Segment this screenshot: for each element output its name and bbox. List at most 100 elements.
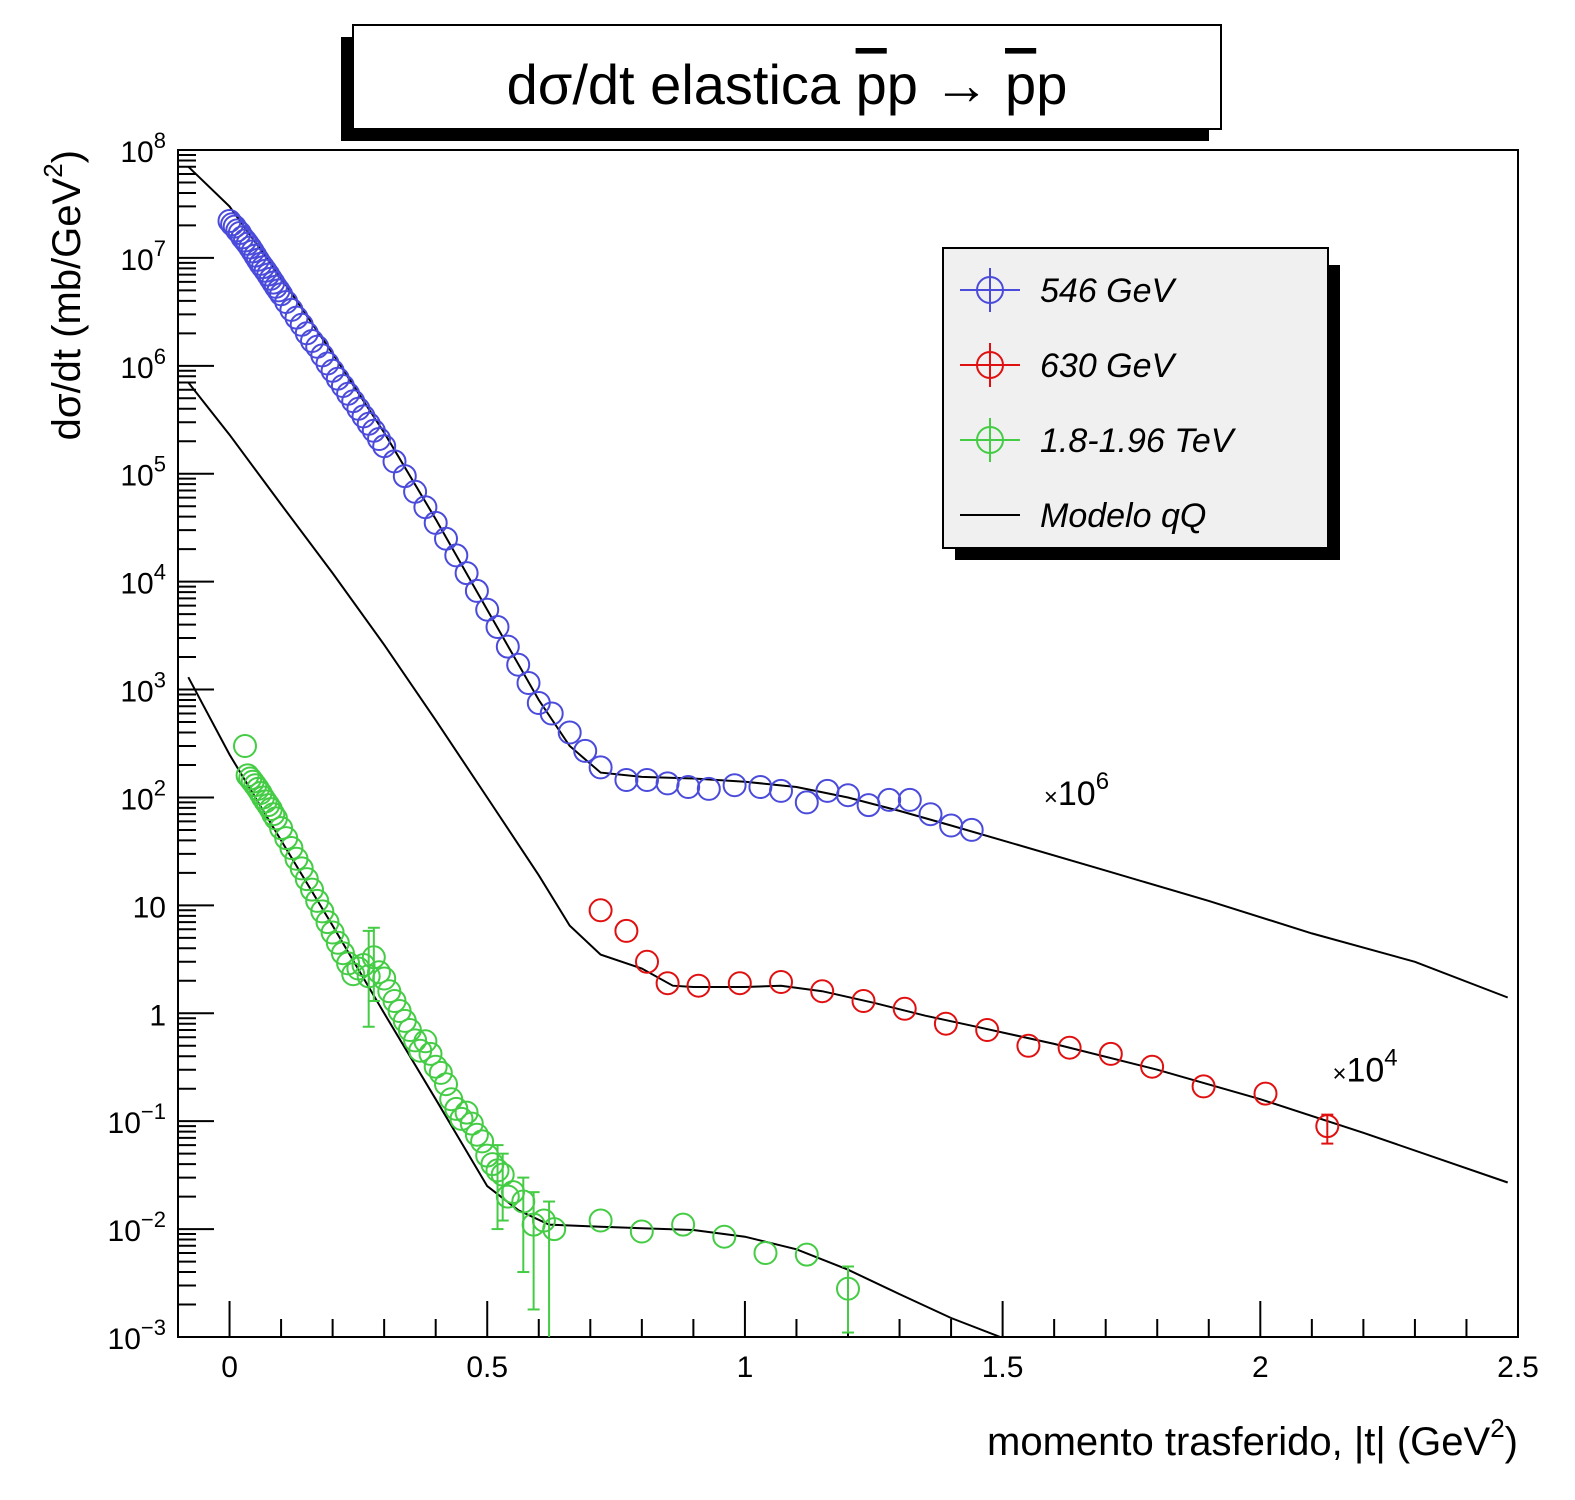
y-axis: 10−3 10−2 10−1 1 10 102 103 104 105 106 107 108 <box>108 128 214 1356</box>
legend-label: 1.8-1.96 TeV <box>1040 422 1237 460</box>
data-point <box>356 964 381 989</box>
y-tick-label: 105 <box>120 452 166 493</box>
data-point <box>470 1129 495 1154</box>
title-pbar-2: p <box>1005 53 1036 116</box>
data-point <box>372 966 397 991</box>
data-point <box>877 787 902 812</box>
data-point <box>897 787 922 812</box>
data-point <box>975 1018 1000 1042</box>
data-point <box>671 1212 696 1237</box>
x-axis-title: momento trasferido, |t| (GeV2) <box>987 1413 1518 1464</box>
data-point <box>279 297 304 322</box>
data-point <box>356 411 381 436</box>
annotations: ×106 ×104 <box>1044 768 1398 1090</box>
data-point <box>1315 1114 1340 1139</box>
x-tick-label: 1.5 <box>982 1351 1024 1384</box>
data-point <box>261 270 286 295</box>
data-point <box>449 1106 474 1131</box>
data-point <box>320 358 345 383</box>
series-tev <box>233 734 860 1337</box>
data-point <box>464 578 489 603</box>
series-630 <box>588 898 1340 1145</box>
data-point <box>1253 1081 1278 1106</box>
data-point <box>748 775 773 799</box>
legend-item-630: 630 GeV <box>960 343 1178 387</box>
data-point <box>413 495 438 520</box>
data-point <box>542 1217 567 1242</box>
data-point <box>459 1111 484 1136</box>
data-point <box>635 768 659 792</box>
data-point <box>614 768 639 792</box>
legend-marker-circle <box>976 351 1004 379</box>
legend-marker-circle <box>976 276 1004 304</box>
title-box: dσ/dt elastica pp → pp <box>341 24 1222 141</box>
legend-label: 630 GeV <box>1040 347 1178 385</box>
data-point <box>1191 1074 1216 1099</box>
x-tick-label: 1 <box>737 1351 754 1384</box>
x-axis: 0 0.5 1 1.5 2 2.5 <box>177 1301 1539 1384</box>
y-tick-label: 1 <box>149 999 166 1032</box>
data-point <box>588 898 613 923</box>
y-tick-label: 107 <box>120 236 166 277</box>
legend-label: Modelo qQ <box>1040 497 1206 535</box>
data-point <box>315 351 340 376</box>
data-point <box>918 802 943 827</box>
data-point <box>1098 1041 1123 1066</box>
legend-item-546: 546 GeV <box>960 268 1178 312</box>
data-point <box>367 427 391 451</box>
y-tick-label: 10−1 <box>108 1099 166 1140</box>
data-point <box>635 949 659 974</box>
legend-label: 546 GeV <box>1040 272 1178 310</box>
data-point <box>279 836 304 860</box>
data-point <box>933 1011 958 1036</box>
data-point <box>361 418 386 443</box>
x-tick-label: 2 <box>1252 1351 1269 1384</box>
data-point <box>284 305 309 330</box>
legend-item-tev: 1.8-1.96 TeV <box>960 418 1237 462</box>
data-point <box>475 1143 500 1168</box>
y-tick-label: 104 <box>120 560 166 601</box>
data-point <box>454 561 479 586</box>
data-point <box>351 404 376 429</box>
legend: 546 GeV 630 GeV 1.8-1.96 TeV Modelo qQ <box>942 247 1340 560</box>
data-point <box>511 1189 536 1214</box>
x-tick-label: 2.5 <box>1497 1351 1539 1384</box>
data-point <box>413 1029 438 1054</box>
data-point <box>495 634 520 659</box>
data-point <box>836 783 860 808</box>
data-point <box>629 1219 654 1244</box>
data-point <box>325 366 350 391</box>
data-point <box>769 778 793 803</box>
data-point <box>712 1224 737 1249</box>
scale-annotation: ×104 <box>1332 1045 1397 1090</box>
x-tick-label: 0 <box>221 1351 238 1384</box>
data-point <box>490 1162 515 1187</box>
data-point <box>305 888 330 913</box>
legend-item-model: Modelo qQ <box>960 497 1206 535</box>
model-curve <box>187 381 1509 1184</box>
data-point <box>485 1158 510 1183</box>
data-point <box>418 1041 443 1066</box>
y-tick-label: 103 <box>120 668 166 709</box>
data-point <box>367 960 391 985</box>
data-point <box>676 775 701 799</box>
data-point <box>423 510 448 535</box>
data-point <box>686 973 711 998</box>
data-point <box>310 343 335 368</box>
data-point <box>727 971 752 996</box>
data-point <box>423 1054 448 1079</box>
data-point <box>434 1072 458 1097</box>
data-point <box>289 312 314 337</box>
data-point <box>1057 1035 1082 1060</box>
data-point <box>300 329 324 353</box>
data-point <box>361 945 386 970</box>
data-point <box>485 615 510 639</box>
data-point <box>655 971 680 996</box>
data-point <box>495 1184 520 1209</box>
data-point <box>336 381 361 406</box>
y-tick-label: 10−2 <box>108 1207 166 1248</box>
data-point <box>769 970 793 994</box>
y-tick-label: 102 <box>120 775 166 816</box>
data-point <box>475 597 500 622</box>
